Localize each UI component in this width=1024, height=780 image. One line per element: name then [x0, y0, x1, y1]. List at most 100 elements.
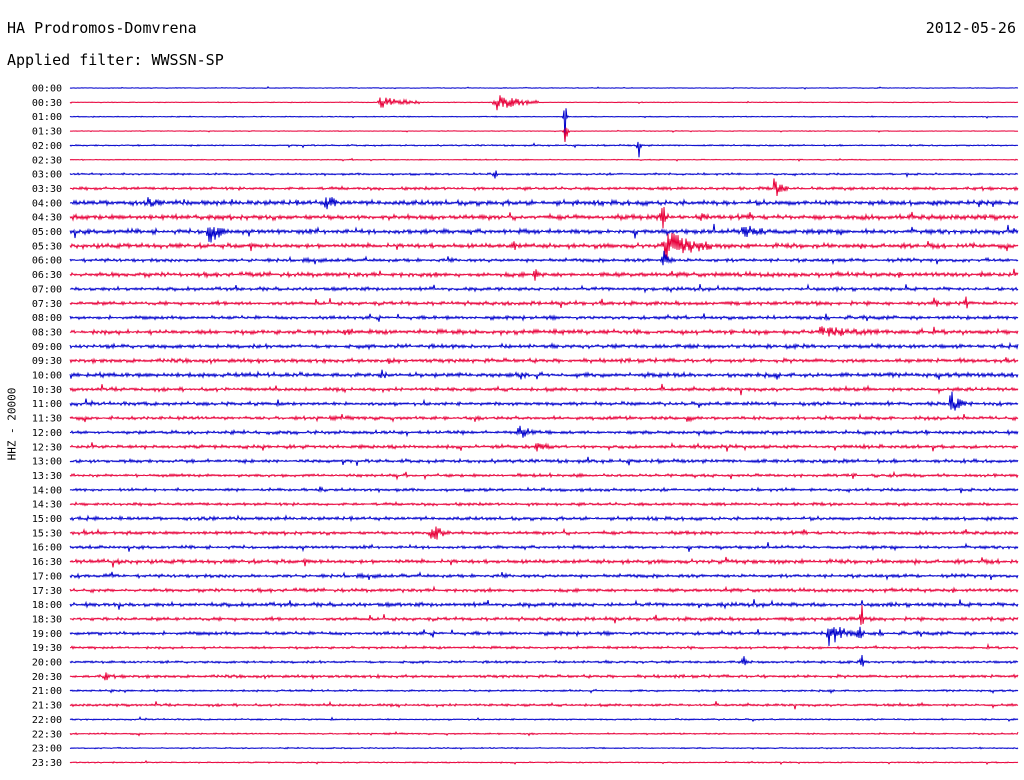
row-time-label: 19:30 [32, 643, 62, 654]
trace-rows: 00:00 00:30 01:00 01:30 02:00 02:30 03:00 03:30… [32, 84, 1019, 769]
seismic-trace-row [69, 197, 1019, 210]
seismic-trace-row [69, 157, 1019, 162]
row-time-label: 16:30 [32, 557, 62, 568]
seismic-trace-row [69, 759, 1019, 766]
row-time-label: 13:30 [32, 471, 62, 482]
row-time-label: 15:30 [32, 528, 62, 539]
seismic-trace-row [69, 425, 1019, 438]
row-time-label: 17:00 [32, 571, 62, 582]
row-time-label: 01:30 [32, 127, 62, 138]
row-time-label: 22:00 [32, 715, 62, 726]
row-time-label: 14:30 [32, 500, 62, 511]
row-time-label: 08:00 [32, 313, 62, 324]
seismic-trace-row [69, 470, 1019, 481]
row-time-label: 12:00 [32, 428, 62, 439]
seismic-trace-row [69, 585, 1019, 594]
row-time-label: 11:30 [32, 414, 62, 425]
row-time-label: 06:30 [32, 270, 62, 281]
seismic-trace-row [69, 141, 1019, 158]
row-time-label: 02:00 [32, 141, 62, 152]
row-time-label: 10:30 [32, 385, 62, 396]
row-time-label: 20:00 [32, 658, 62, 669]
row-time-label: 11:00 [32, 399, 62, 410]
seismic-trace-row [69, 108, 1019, 143]
seismic-trace-row [69, 95, 1019, 111]
row-time-label: 03:30 [32, 184, 62, 195]
row-time-label: 17:30 [32, 586, 62, 597]
record-date: 2012-05-26 [925, 19, 1016, 37]
row-time-label: 05:00 [32, 227, 62, 238]
row-time-label: 18:30 [32, 614, 62, 625]
row-time-label: 23:00 [32, 744, 62, 755]
seismic-trace-row [69, 642, 1019, 651]
seismic-trace-row [69, 556, 1019, 568]
seismic-trace-row [69, 654, 1019, 667]
row-time-label: 04:00 [32, 198, 62, 209]
row-time-label: 10:00 [32, 371, 62, 382]
seismic-trace-row [69, 486, 1019, 494]
seismic-trace-row [69, 500, 1019, 508]
seismic-trace-row [69, 313, 1019, 322]
row-time-label: 01:00 [32, 112, 62, 123]
row-time-label: 03:00 [32, 170, 62, 181]
seismic-trace-row [69, 599, 1019, 610]
row-time-label: 02:30 [32, 155, 62, 166]
row-time-label: 12:30 [32, 442, 62, 453]
seismic-trace-row [69, 514, 1019, 523]
row-time-label: 00:30 [32, 98, 62, 109]
seismic-trace-row [69, 688, 1019, 695]
row-time-label: 21:30 [32, 701, 62, 712]
row-time-label: 22:30 [32, 729, 62, 740]
seismic-trace-row [69, 626, 1019, 647]
seismic-trace-row [69, 746, 1019, 751]
seismic-trace-row [69, 526, 1019, 540]
seismic-trace-row [69, 127, 1019, 142]
seismic-trace-row [69, 391, 1019, 411]
seismic-trace-row [69, 250, 1019, 266]
row-time-label: 04:30 [32, 213, 62, 224]
seismic-trace-row [69, 296, 1019, 309]
seismic-trace-row [69, 268, 1019, 281]
row-time-label: 19:00 [32, 629, 62, 640]
row-time-label: 07:30 [32, 299, 62, 310]
seismic-trace-row [69, 731, 1019, 737]
seismic-trace-row [69, 715, 1019, 723]
row-time-label: 21:00 [32, 686, 62, 697]
seismic-trace-row [69, 700, 1019, 710]
seismic-trace-row [69, 326, 1019, 337]
seismic-trace-row [69, 672, 1019, 681]
seismic-trace-row [69, 442, 1019, 452]
row-time-label: 13:00 [32, 457, 62, 468]
seismic-trace-row [69, 571, 1019, 581]
row-time-label: 16:00 [32, 543, 62, 554]
station-title: HA Prodromos-Domvrena [7, 19, 197, 37]
filter-label: Applied filter: WWSSN-SP [7, 51, 224, 69]
seismic-trace-row [69, 232, 1019, 259]
row-time-label: 14:00 [32, 485, 62, 496]
row-time-label: 06:00 [32, 256, 62, 267]
seismic-trace-row [69, 456, 1019, 466]
seismic-trace-row [69, 369, 1019, 380]
seismic-trace-row [69, 542, 1019, 553]
row-time-label: 15:00 [32, 514, 62, 525]
row-time-label: 20:30 [32, 672, 62, 683]
row-time-label: 08:30 [32, 327, 62, 338]
seismic-trace-row [69, 413, 1019, 423]
row-time-label: 23:30 [32, 758, 62, 769]
row-time-label: 09:30 [32, 356, 62, 367]
seismic-trace-row [69, 341, 1019, 351]
seismic-trace-row [69, 178, 1019, 197]
row-time-label: 18:00 [32, 600, 62, 611]
row-time-label: 05:30 [32, 241, 62, 252]
seismic-trace-row [69, 383, 1019, 396]
seismic-trace-row [69, 170, 1019, 179]
seismic-trace-row [69, 356, 1019, 366]
seismic-trace-row [69, 85, 1019, 90]
seismic-trace-row [69, 605, 1019, 625]
row-time-label: 07:00 [32, 284, 62, 295]
row-time-label: 09:00 [32, 342, 62, 353]
seismic-trace-row [69, 283, 1019, 294]
row-time-label: 00:00 [32, 84, 62, 95]
seismic-trace-row [69, 206, 1019, 229]
